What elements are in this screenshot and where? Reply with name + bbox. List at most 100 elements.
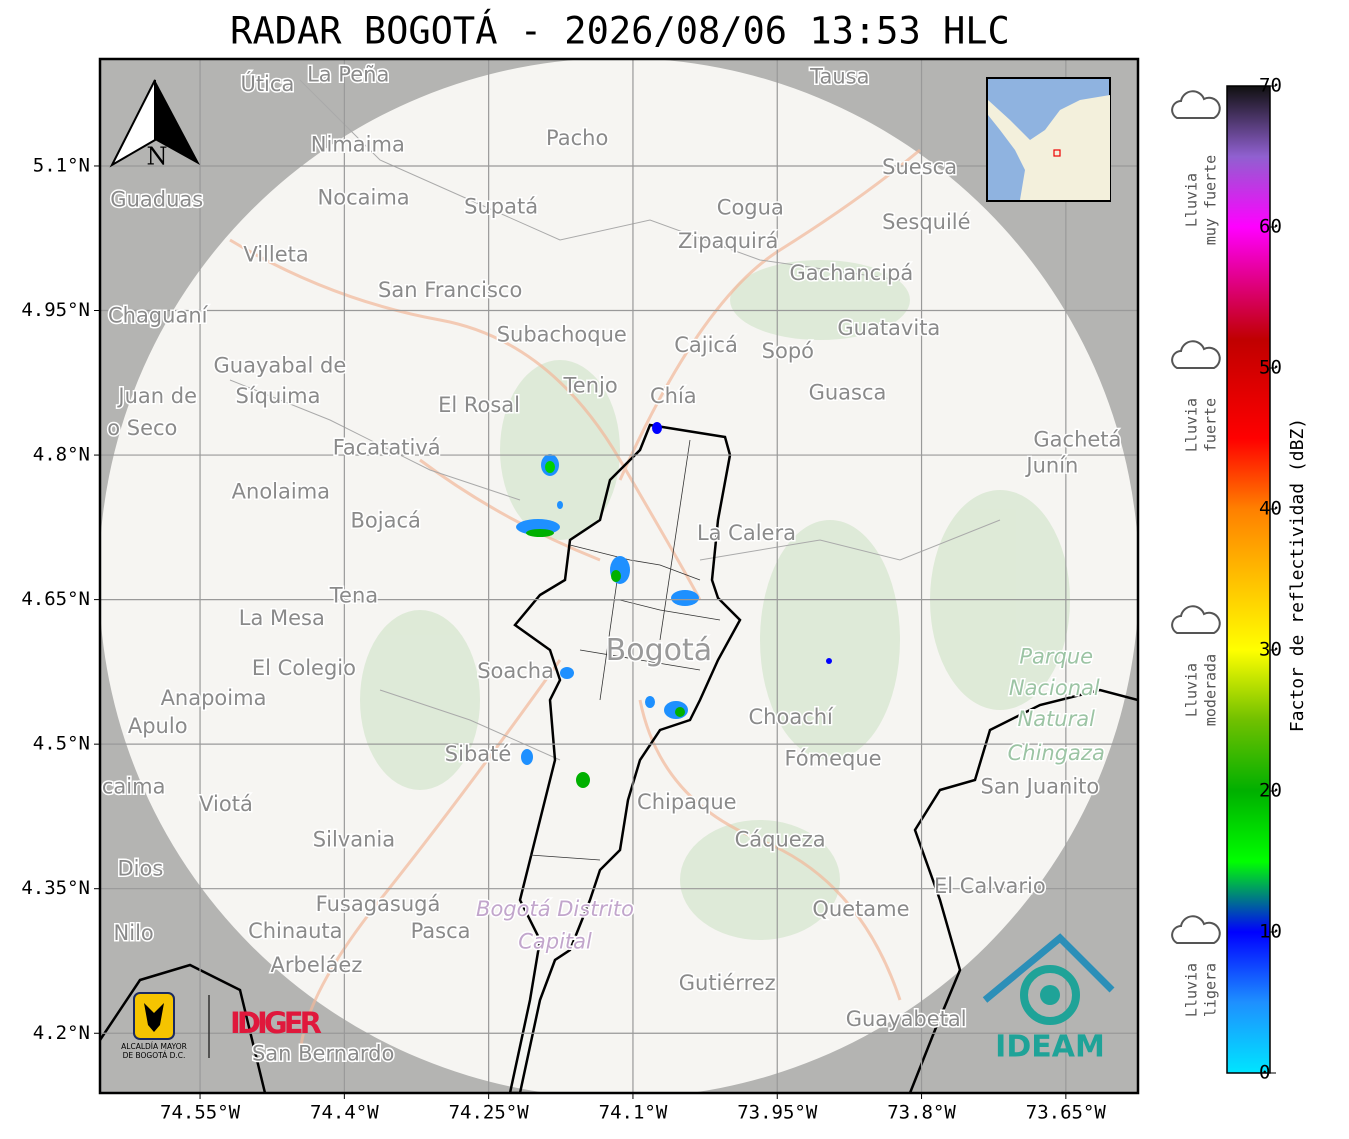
colorbar-tick-label: 40 [1259, 498, 1282, 520]
place-label: Fómeque [784, 747, 881, 771]
rain-label: Lluvia [1183, 663, 1201, 717]
rain-category: Lluvia moderada [1171, 605, 1221, 726]
place-label: El Colegio [252, 656, 356, 680]
place-label: Tausa [809, 64, 869, 88]
roads [229, 148, 921, 1061]
rain-label: Lluvia [1183, 963, 1201, 1017]
place-label: Zipaquirá [678, 229, 778, 253]
colorbar-tick-label: 70 [1259, 75, 1282, 97]
place-label: Bojacá [351, 509, 421, 533]
rain-label: Lluvia [1183, 398, 1201, 452]
colorbar-tick-label: 30 [1259, 639, 1282, 661]
place-label: Guayabal de [214, 353, 347, 377]
place-label: Bogotá Distrito [476, 897, 634, 921]
rain-category: Lluvia muy fuerte [1171, 90, 1221, 245]
place-labels: Útica La Peña Tausa Pacho Nimaima Guaduas Noca… [100, 61, 1123, 1067]
place-label: Apulo [128, 714, 188, 738]
x-tick-label: 73.8°W [887, 1102, 956, 1124]
cloud-icon [1171, 90, 1221, 119]
colorbar-tick-label: 10 [1259, 921, 1282, 943]
colorbar-ticks: 0 10 20 30 40 50 60 70 [1259, 75, 1282, 1084]
cloud-icon [1171, 340, 1221, 369]
north-arrow: N [109, 79, 200, 171]
place-label: Tena [329, 584, 378, 608]
place-label: caima [102, 775, 166, 799]
place-label: San Juanito [980, 775, 1099, 799]
rain-label: ligera [1202, 963, 1220, 1017]
y-tick-label: 4.5°N [33, 733, 90, 755]
logo-text: DE BOGOTÁ D.C. [123, 1051, 186, 1060]
place-label: Chingaza [1008, 741, 1105, 765]
place-label: Quetame [812, 897, 909, 921]
rain-label: moderada [1202, 654, 1220, 726]
colorbar-tick-label: 50 [1259, 357, 1282, 379]
place-label: Supatá [464, 194, 538, 218]
x-tick-label: 73.65°W [1026, 1102, 1107, 1124]
rain-category: Lluvia fuerte [1171, 340, 1221, 452]
axes: 74.55°W 74.4°W 74.25°W 74.1°W 73.95°W 73.8°W 7… [21, 154, 1106, 1123]
place-label: Cogua [717, 195, 784, 219]
place-label: Fusagasugá [316, 892, 441, 916]
place-label: Choachí [749, 705, 835, 729]
x-tick-label: 74.25°W [449, 1102, 530, 1124]
place-label: Sesquilé [882, 210, 970, 234]
place-label: Arbeláez [270, 953, 362, 977]
colorbar-tick-label: 20 [1259, 780, 1282, 802]
y-tick-label: 5.1°N [33, 154, 90, 176]
place-label: Cajicá [674, 333, 738, 357]
title: RADAR BOGOTÁ - 2026/08/06 13:53 HLC [230, 9, 1010, 53]
place-label: o Seco [107, 416, 177, 440]
place-label: Pasca [411, 919, 471, 943]
place-label: El Rosal [438, 393, 520, 417]
localities [529, 439, 721, 861]
y-tick-label: 4.95°N [21, 299, 90, 321]
rain-label: fuerte [1202, 398, 1220, 452]
municipal-borders [229, 79, 1001, 761]
place-label: La Mesa [239, 606, 325, 630]
place-label: Chía [650, 384, 697, 408]
ideam-logo: IDEAM [982, 933, 1115, 1065]
place-label: Síquima [235, 384, 320, 408]
place-label: Gachancipá [789, 261, 913, 285]
place-label: Sopó [762, 339, 814, 363]
y-tick-label: 4.2°N [33, 1022, 90, 1044]
rain-label: Lluvia [1183, 173, 1201, 227]
colorbar-tick-label: 0 [1259, 1062, 1270, 1084]
place-label: Cáqueza [735, 828, 826, 852]
radar-echoes [516, 422, 832, 788]
place-label: Parque [1019, 644, 1093, 668]
department-boundary [100, 963, 267, 1093]
place-label: Silvania [313, 828, 395, 852]
place-label: Suesca [882, 155, 957, 179]
place-label: Juan de [116, 384, 197, 408]
cloud-icon [1171, 605, 1221, 634]
x-tick-label: 73.95°W [737, 1102, 818, 1124]
place-label: El Calvario [934, 874, 1046, 898]
colorbar-label: Factor de reflectividad (dBZ) [1287, 418, 1308, 732]
place-label: Pacho [546, 126, 608, 150]
colorbar-tick-label: 60 [1259, 216, 1282, 238]
place-label: Bogotá [606, 633, 712, 668]
place-label: Natural [1017, 707, 1095, 731]
place-label: Chinauta [248, 919, 342, 943]
inset-map [986, 77, 1111, 202]
rain-category: Lluvia ligera [1171, 915, 1221, 1017]
colorbar [1226, 85, 1271, 1074]
y-tick-label: 4.65°N [21, 588, 90, 610]
place-label: Gutiérrez [679, 971, 776, 995]
place-label: Facatativá [333, 435, 441, 459]
map: Útica La Peña Tausa Pacho Nimaima Guaduas Noca… [100, 59, 1138, 1093]
idiger-logo: IDIGER [230, 1006, 322, 1040]
place-label: Guasca [809, 380, 887, 404]
place-label: Chipaque [637, 790, 737, 814]
place-label: Guaduas [110, 188, 203, 212]
place-label: Guayabetal [846, 1007, 967, 1031]
place-label: Dios [118, 856, 164, 880]
place-label: Útica [240, 71, 294, 96]
map-frame [98, 57, 1140, 1095]
north-label: N [147, 143, 168, 171]
cloud-icon [1171, 915, 1221, 944]
place-label: Guatavita [837, 316, 940, 340]
place-label: Capital [518, 930, 592, 954]
y-tick-label: 4.35°N [21, 877, 90, 899]
